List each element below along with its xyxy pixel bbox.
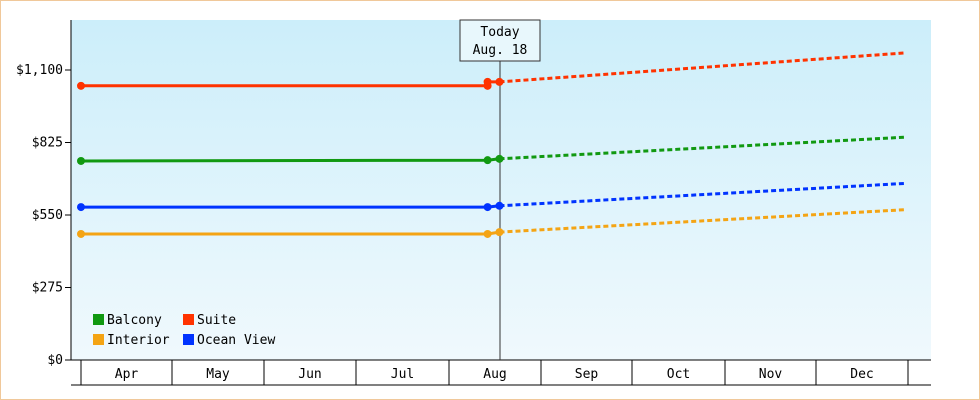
series-point xyxy=(77,203,85,212)
series-ocean-view xyxy=(77,181,906,212)
month-label: May xyxy=(206,367,230,382)
today-marker: Today Aug. 18 xyxy=(459,19,541,360)
month-label: Aug xyxy=(483,367,506,382)
series-history-line xyxy=(81,204,500,209)
series-point xyxy=(77,81,85,90)
legend: Balcony Suite Interior Ocean View xyxy=(93,313,275,348)
month-label: Dec xyxy=(850,367,873,382)
y-tick-label: $550 xyxy=(32,208,63,223)
series-point xyxy=(77,229,85,238)
series-point xyxy=(77,156,85,165)
series-balcony xyxy=(77,135,906,165)
legend-swatch xyxy=(93,314,104,325)
series-forecast-line xyxy=(499,181,906,208)
today-box xyxy=(459,19,541,62)
series-point xyxy=(483,156,492,165)
legend-swatch xyxy=(183,314,194,325)
legend-swatch xyxy=(93,334,104,345)
month-label: Jun xyxy=(298,367,321,382)
legend-label: Ocean View xyxy=(197,333,275,348)
series-point xyxy=(483,77,492,86)
month-label: Apr xyxy=(115,367,139,382)
month-label: Jul xyxy=(391,367,414,382)
legend-swatch xyxy=(183,334,194,345)
series-point xyxy=(483,203,492,212)
today-date: Aug. 18 xyxy=(473,43,528,58)
series-forecast-line xyxy=(499,208,906,234)
x-axis: Apr May Jun Jul Aug Sep Oct Nov Dec xyxy=(71,359,931,386)
series-layer xyxy=(77,51,906,238)
y-axis: $0 $275 $550 $825 $1,100 xyxy=(16,20,72,368)
plot-background xyxy=(71,20,931,360)
month-label: Oct xyxy=(667,367,690,382)
today-label: Today xyxy=(480,25,519,40)
y-tick-label: $275 xyxy=(32,281,63,296)
series-interior xyxy=(77,208,906,238)
y-tick-label: $1,100 xyxy=(16,63,63,78)
series-point xyxy=(483,229,492,238)
y-tick-label: $0 xyxy=(47,353,63,368)
series-forecast-line xyxy=(499,135,906,161)
series-point xyxy=(495,228,504,237)
series-forecast-line xyxy=(499,51,906,84)
month-label: Nov xyxy=(759,367,783,382)
series-suite xyxy=(77,51,906,90)
series-point xyxy=(495,154,504,163)
month-label: Sep xyxy=(575,367,599,382)
series-point xyxy=(495,77,504,86)
legend-label: Balcony xyxy=(107,313,162,328)
legend-label: Interior xyxy=(107,333,170,348)
y-tick-label: $825 xyxy=(32,136,63,151)
legend-label: Suite xyxy=(197,313,236,328)
series-point xyxy=(495,201,504,210)
